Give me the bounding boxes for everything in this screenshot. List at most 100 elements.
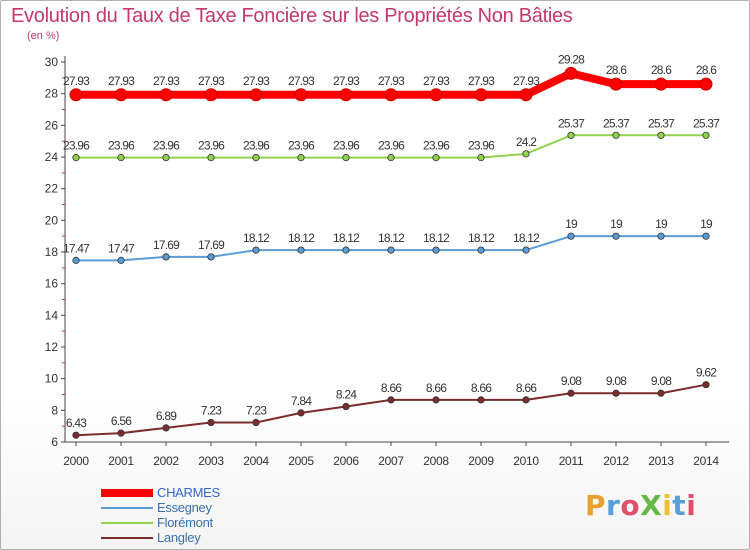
data-point <box>387 246 395 254</box>
x-tick-label: 2007 <box>378 454 404 468</box>
data-label: 27.93 <box>108 74 135 88</box>
x-tick-label: 2001 <box>108 454 134 468</box>
y-tick-label: 24 <box>45 150 59 164</box>
data-point <box>699 77 713 91</box>
data-point <box>249 88 263 102</box>
data-label: 25.37 <box>693 116 720 130</box>
logo-letter: X <box>640 489 663 522</box>
data-label: 28.6 <box>696 63 717 77</box>
data-point <box>297 154 305 162</box>
data-label: 7.84 <box>291 394 312 408</box>
y-tick-label: 14 <box>45 308 59 322</box>
data-point <box>72 431 80 439</box>
data-label: 27.93 <box>243 74 270 88</box>
data-label: 28.6 <box>606 63 627 77</box>
data-point <box>297 409 305 417</box>
data-point <box>342 246 350 254</box>
data-point <box>654 77 668 91</box>
data-label: 24.2 <box>516 135 537 149</box>
x-tick-label: 2009 <box>468 454 494 468</box>
data-label: 7.23 <box>201 404 222 418</box>
data-point <box>72 256 80 264</box>
data-point <box>117 256 125 264</box>
logo-letter: r <box>606 489 621 522</box>
legend-label: CHARMES <box>157 485 220 500</box>
data-point <box>162 253 170 261</box>
data-label: 23.96 <box>153 139 180 153</box>
y-tick-label: 20 <box>45 213 59 227</box>
logo-letter: P <box>585 489 607 522</box>
data-point <box>657 389 665 397</box>
data-point <box>567 131 575 139</box>
data-label: 18.12 <box>333 231 360 245</box>
data-label: 23.96 <box>198 139 225 153</box>
data-point <box>612 232 620 240</box>
legend-label: Florémont <box>157 515 213 530</box>
x-tick-label: 2014 <box>693 454 719 468</box>
x-tick-label: 2004 <box>243 454 269 468</box>
data-label: 19 <box>565 217 578 231</box>
data-point <box>252 418 260 427</box>
data-label: 27.93 <box>333 74 360 88</box>
data-point <box>117 429 125 437</box>
data-point <box>612 389 620 397</box>
data-label: 6.56 <box>111 414 132 428</box>
x-tick-label: 2002 <box>153 454 179 468</box>
data-label: 8.66 <box>471 381 492 395</box>
data-point <box>657 131 665 139</box>
data-point <box>702 232 710 240</box>
data-label: 9.08 <box>561 374 582 388</box>
data-point <box>609 77 623 91</box>
chart-title: Evolution du Taux de Taxe Foncière sur l… <box>11 5 573 27</box>
data-point <box>522 246 530 254</box>
data-point <box>432 154 440 162</box>
data-point <box>387 154 395 162</box>
y-tick-label: 10 <box>45 372 59 386</box>
data-point <box>474 88 488 102</box>
data-point <box>159 88 173 102</box>
data-point <box>117 154 125 162</box>
data-label: 9.08 <box>606 374 627 388</box>
data-label: 27.93 <box>63 74 90 88</box>
data-point <box>612 131 620 139</box>
x-tick-label: 2012 <box>603 454 629 468</box>
data-point <box>432 396 440 404</box>
data-point <box>294 88 308 102</box>
y-tick-label: 22 <box>45 182 59 196</box>
data-label: 8.24 <box>336 388 357 402</box>
data-label: 27.93 <box>153 74 180 88</box>
y-tick-label: 18 <box>45 245 59 259</box>
data-point <box>252 154 260 162</box>
x-tick-label: 2008 <box>423 454 449 468</box>
data-label: 23.96 <box>108 139 135 153</box>
legend-label: Langley <box>157 530 201 545</box>
data-label: 8.66 <box>516 381 537 395</box>
data-point <box>252 246 260 254</box>
data-label: 25.37 <box>648 116 675 130</box>
x-tick-label: 2000 <box>63 454 89 468</box>
data-label: 27.93 <box>423 74 450 88</box>
data-point <box>522 396 530 404</box>
data-label: 23.96 <box>423 139 450 153</box>
data-point <box>162 424 170 432</box>
data-label: 17.47 <box>63 241 90 255</box>
data-point <box>342 154 350 162</box>
data-point <box>522 150 530 158</box>
data-label: 6.43 <box>66 416 87 430</box>
y-tick-label: 6 <box>51 435 58 449</box>
data-label: 18.12 <box>513 231 540 245</box>
data-point <box>207 154 215 162</box>
data-label: 8.66 <box>426 381 447 395</box>
y-tick-label: 28 <box>45 87 59 101</box>
data-point <box>207 418 215 427</box>
logo-letter: i <box>662 489 673 522</box>
data-point <box>342 402 350 411</box>
data-point <box>114 88 128 102</box>
data-label: 19 <box>610 217 623 231</box>
data-label: 23.96 <box>378 139 405 153</box>
data-point <box>72 154 80 162</box>
data-label: 23.96 <box>288 139 315 153</box>
logo-letter: o <box>620 489 641 522</box>
data-point <box>702 131 710 139</box>
chart-unit-label: (en %) <box>27 30 60 42</box>
